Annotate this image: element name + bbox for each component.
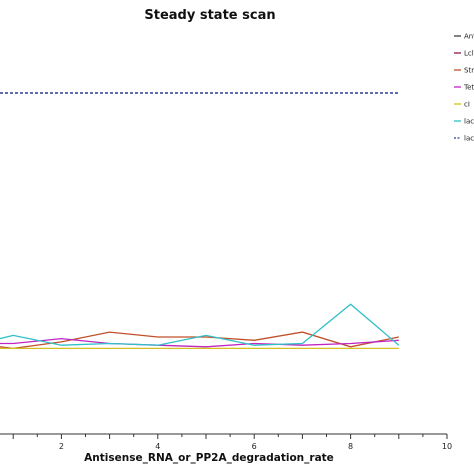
legend-label: Ant: [464, 33, 474, 41]
x-axis: 2 4 6 8 10: [0, 433, 452, 451]
series-line-str-2: [0, 331, 399, 350]
legend-label: Str: [464, 67, 474, 75]
x-tick-label: 8: [348, 442, 353, 451]
x-tick-label: 2: [59, 442, 64, 451]
legend-label: Lcl: [464, 50, 474, 58]
plot-area: [0, 92, 400, 350]
legend-label: lac: [464, 118, 474, 126]
series-line-lac-5: [0, 303, 400, 346]
chart-title: Steady state scan: [144, 8, 275, 23]
x-tick-label: 10: [442, 442, 452, 451]
legend-label: cI: [464, 101, 470, 109]
legend-label: lac: [464, 135, 474, 143]
x-tick-label: 6: [252, 442, 257, 451]
x-axis-label: Antisense_RNA_or_PP2A_degradation_rate: [84, 452, 334, 464]
x-tick-label: 4: [155, 442, 160, 451]
series-line-tet-3: [0, 337, 399, 348]
legend-label: Tet: [463, 84, 474, 92]
legend: Ant Lcl Str Tet cI lac lac: [454, 33, 474, 143]
